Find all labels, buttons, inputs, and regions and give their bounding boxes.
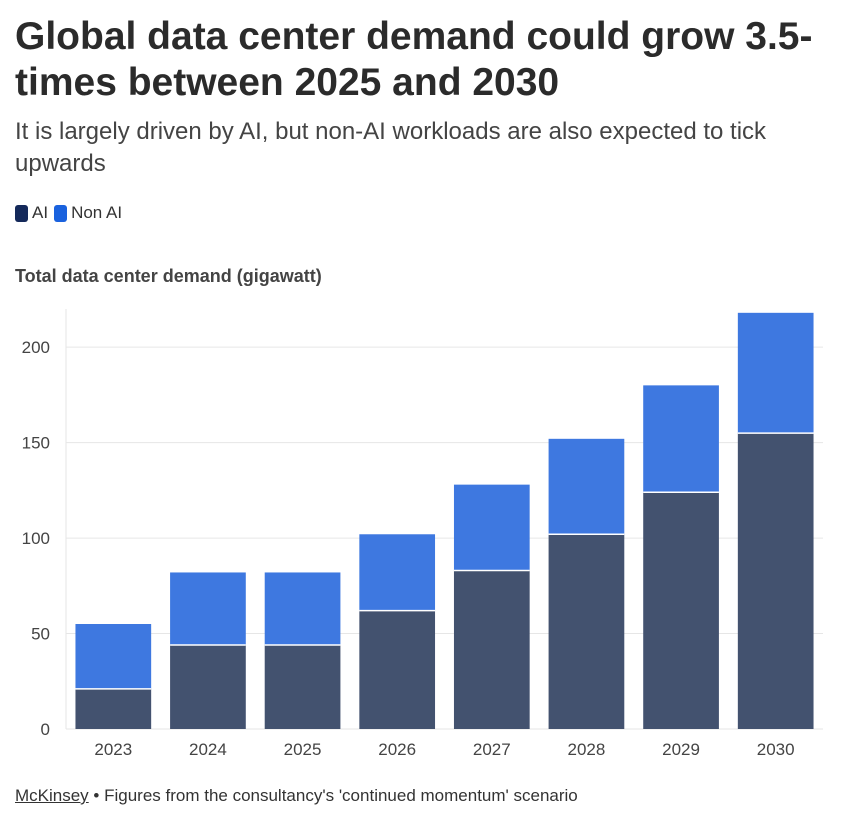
bar-ai (359, 610, 436, 729)
bar-ai (264, 645, 341, 729)
bar-ai (75, 688, 152, 729)
legend-label-ai: AI (32, 203, 49, 222)
legend: AI Non AI (15, 203, 128, 223)
x-tick-label: 2025 (284, 740, 322, 759)
chart-title: Global data center demand could grow 3.5… (15, 15, 813, 104)
y-tick-label: 100 (22, 529, 50, 548)
legend-label-non-ai: Non AI (71, 203, 123, 222)
y-axis-label: Total data center demand (gigawatt) (15, 266, 322, 286)
bar-non-ai (264, 572, 341, 645)
bar-non-ai (359, 534, 436, 611)
legend-item-ai: AI (15, 203, 48, 223)
bar-ai (643, 492, 719, 729)
y-tick-label: 0 (41, 720, 50, 739)
x-tick-label: 2030 (757, 740, 795, 759)
bar-ai (453, 570, 530, 729)
legend-swatch-ai (15, 204, 28, 222)
x-tick-label: 2023 (94, 740, 132, 759)
y-tick-label: 150 (22, 434, 50, 453)
x-tick-label: 2028 (568, 740, 606, 759)
bar-chart: 0 50 100 150 200 2023 2024 2025 2026 2027 2028 2029… (22, 309, 823, 759)
bar-non-ai (453, 484, 530, 571)
legend-item-non-ai: Non AI (54, 203, 122, 223)
x-tick-label: 2026 (378, 740, 416, 759)
footer: McKinsey • Figures from the consultancy'… (15, 786, 578, 806)
chart-subtitle: It is largely driven by AI, but non-AI w… (15, 118, 767, 177)
x-tick-label: 2024 (189, 740, 227, 759)
bar-non-ai (75, 624, 152, 689)
bar-non-ai (737, 312, 814, 434)
legend-swatch-non-ai (54, 204, 68, 222)
bar-non-ai (643, 385, 719, 493)
bar-ai (737, 433, 814, 729)
source-link[interactable]: McKinsey (15, 786, 89, 805)
y-tick-label: 200 (22, 338, 50, 357)
bar-ai (170, 645, 246, 729)
y-tick-label: 50 (31, 625, 50, 644)
bar-non-ai (548, 438, 625, 535)
footer-note: • Figures from the consultancy's 'contin… (88, 786, 578, 805)
bar-ai (548, 534, 625, 729)
bar-non-ai (170, 572, 246, 645)
x-tick-label: 2029 (662, 740, 700, 759)
x-tick-label: 2027 (473, 740, 511, 759)
